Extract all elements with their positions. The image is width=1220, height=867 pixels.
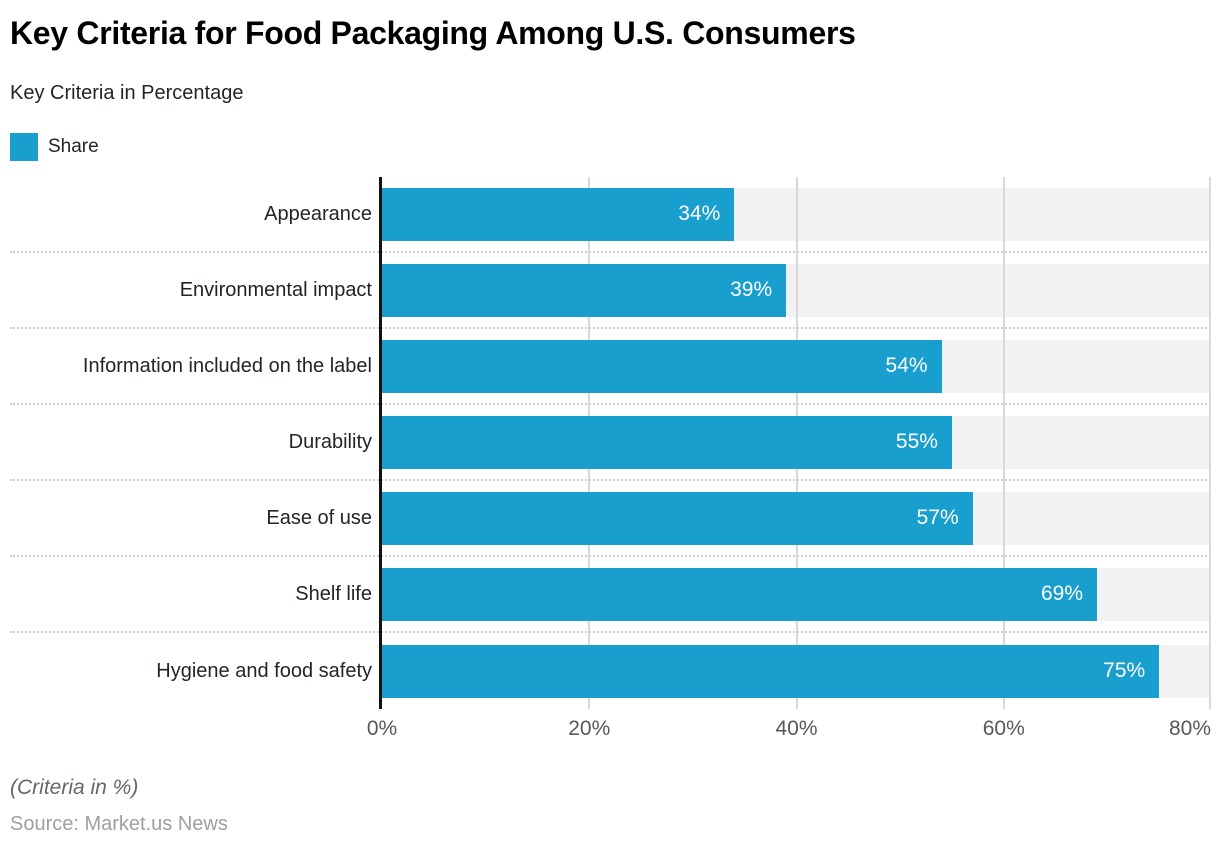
category-label: Shelf life — [295, 582, 372, 605]
chart-row: Ease of use 57% — [10, 481, 1211, 557]
legend-label: Share — [48, 136, 99, 157]
legend-item-share[interactable]: Share — [10, 133, 99, 161]
chart-row: Hygiene and food safety 75% — [10, 633, 1211, 709]
bar-value-label: 55% — [895, 430, 938, 453]
bar-value-label: 34% — [678, 202, 721, 225]
chart-row: Information included on the label 54% — [10, 329, 1211, 405]
chart-subtitle: Key Criteria in Percentage — [10, 82, 244, 104]
bar-value-label: 54% — [885, 354, 928, 377]
bar[interactable]: 34% — [382, 187, 735, 241]
bar-track: 75% — [382, 644, 1211, 698]
category-label: Hygiene and food safety — [156, 659, 372, 682]
bar-track: 39% — [382, 263, 1211, 317]
chart-row: Appearance 34% — [10, 177, 1211, 253]
chart-title: Key Criteria for Food Packaging Among U.… — [10, 15, 856, 51]
category-label: Durability — [288, 430, 372, 453]
plot-area: Appearance 34% Environmental impact 39% … — [10, 177, 1211, 709]
x-axis: 0% 20% 40% 60% 80% — [367, 709, 1211, 751]
chart-row: Durability 55% — [10, 405, 1211, 481]
footnote: (Criteria in %) — [10, 776, 139, 799]
bar-track: 57% — [382, 491, 1211, 545]
bar[interactable]: 39% — [382, 263, 787, 317]
bar[interactable]: 55% — [382, 415, 952, 469]
bar[interactable]: 54% — [382, 339, 942, 393]
bar-track: 34% — [382, 187, 1211, 241]
bar-value-label: 75% — [1103, 659, 1146, 682]
x-axis-tick-label: 20% — [568, 717, 611, 740]
legend: Share — [10, 133, 1210, 161]
chart-row: Shelf life 69% — [10, 557, 1211, 633]
source-credit: Source: Market.us News — [10, 813, 228, 835]
bar-track: 55% — [382, 415, 1211, 469]
x-axis-tick-label: 80% — [1168, 717, 1211, 740]
x-axis-tick-label: 40% — [775, 717, 818, 740]
legend-color-swatch — [10, 133, 38, 161]
category-label: Environmental impact — [179, 278, 372, 301]
x-axis-tick-label: 60% — [982, 717, 1025, 740]
chart-row: Environmental impact 39% — [10, 253, 1211, 329]
bar-value-label: 69% — [1040, 582, 1083, 605]
x-axis-tick-label: 0% — [366, 717, 398, 740]
category-label: Ease of use — [266, 506, 372, 529]
bar-value-label: 57% — [916, 506, 959, 529]
bar-rows: Appearance 34% Environmental impact 39% … — [10, 177, 1211, 709]
category-label: Appearance — [264, 202, 372, 225]
category-label: Information included on the label — [82, 354, 372, 377]
chart-page: Key Criteria for Food Packaging Among U.… — [0, 13, 1220, 867]
bar[interactable]: 57% — [382, 491, 973, 545]
bar[interactable]: 75% — [382, 644, 1160, 698]
bar[interactable]: 69% — [382, 567, 1097, 621]
bar-track: 54% — [382, 339, 1211, 393]
bar-track: 69% — [382, 567, 1211, 621]
bar-value-label: 39% — [730, 278, 773, 301]
